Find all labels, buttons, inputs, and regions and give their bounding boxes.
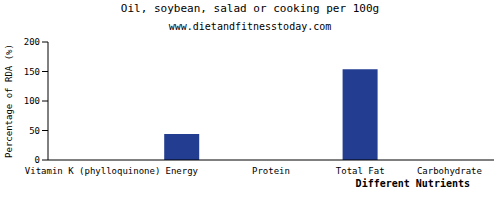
svg-text:Energy: Energy — [166, 166, 199, 176]
html-text:www.dietandfitnesstoday.com: www.dietandfitnesstoday.com — [168, 21, 332, 32]
html-text:Percentage of RDA (%): Percentage of RDA (%) — [4, 44, 14, 158]
svg-text:Total Fat: Total Fat — [336, 166, 385, 176]
svg-text:0: 0 — [35, 155, 40, 165]
html-text:Oil, soybean, salad or cooking: Oil, soybean, salad or cooking per 100g — [120, 2, 380, 15]
svg-text:Carbohydrate: Carbohydrate — [417, 166, 482, 176]
svg-text:200: 200 — [24, 37, 40, 47]
svg-text:100: 100 — [24, 96, 40, 106]
svg-text:Protein: Protein — [252, 166, 290, 176]
svg-text:50: 50 — [29, 126, 40, 136]
svg-text:Vitamin K (phylloquinone): Vitamin K (phylloquinone) — [25, 166, 160, 176]
svg-text:150: 150 — [24, 67, 40, 77]
html-text:Different Nutrients: Different Nutrients — [355, 178, 470, 189]
